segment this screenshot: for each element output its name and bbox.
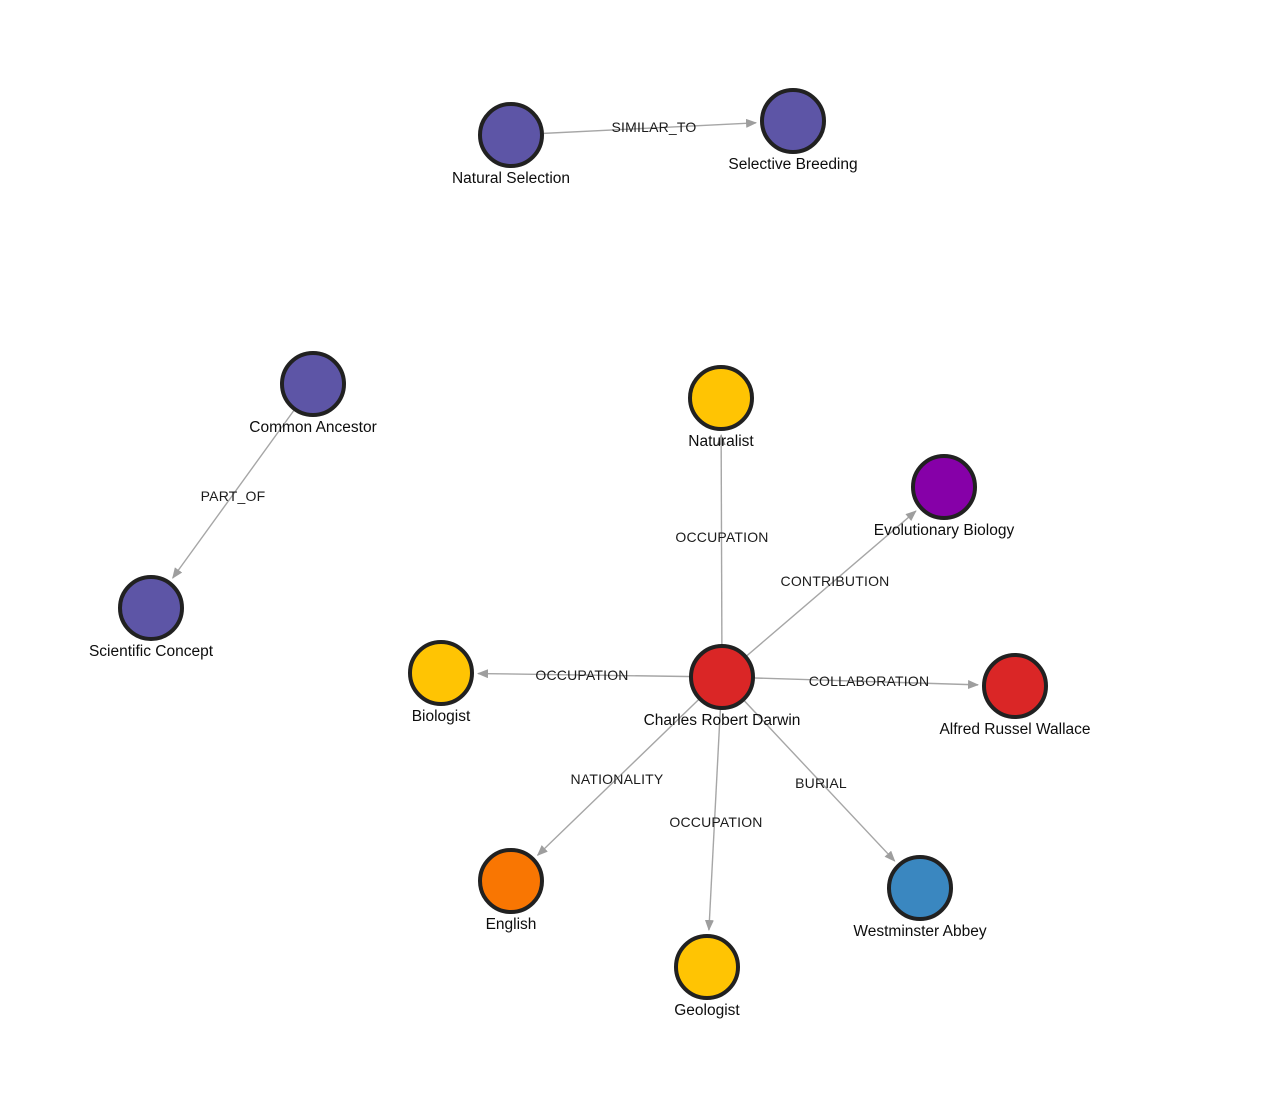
node-label-naturalist: Naturalist [688,433,754,450]
node-biologist[interactable] [408,640,474,706]
node-label-layer: Natural Selection Selective Breeding Commo… [89,156,1091,1019]
node-label-westminster-abbey: Westminster Abbey [853,923,986,940]
node-selective-breeding[interactable] [760,88,826,154]
edge-label-occupation: OCCUPATION [535,667,628,683]
edge-charles-robert-darwin-biologist[interactable] [476,669,723,679]
edge-layer [172,118,980,932]
node-alfred-russel-wallace[interactable] [982,653,1048,719]
edge-label-layer: SIMILAR_TO PART_OF OCCUPATION CONTRIBUTION O… [201,119,930,830]
node-label-scientific-concept: Scientific Concept [89,643,214,660]
edge-label-collaboration: COLLABORATION [809,673,930,689]
node-label-alfred-russel-wallace: Alfred Russel Wallace [939,721,1090,738]
node-layer [118,88,1048,1000]
edge-label-occupation: OCCUPATION [669,814,762,830]
node-evolutionary-biology[interactable] [911,454,977,520]
node-westminster-abbey[interactable] [887,855,953,921]
node-naturalist[interactable] [688,365,754,431]
node-english[interactable] [478,848,544,914]
node-label-english: English [486,916,537,933]
edge-label-nationality: NATIONALITY [571,771,664,787]
edge-label-contribution: CONTRIBUTION [781,573,890,589]
edge-common-ancestor-scientific-concept[interactable] [172,383,314,579]
edge-charles-robert-darwin-english[interactable] [536,676,723,856]
edge-label-part_of: PART_OF [201,488,266,504]
node-geologist[interactable] [674,934,740,1000]
node-label-charles-robert-darwin: Charles Robert Darwin [644,712,801,729]
node-label-evolutionary-biology: Evolutionary Biology [874,522,1015,539]
edge-label-burial: BURIAL [795,775,847,791]
node-label-common-ancestor: Common Ancestor [249,419,377,436]
node-scientific-concept[interactable] [118,575,184,641]
edge-charles-robert-darwin-alfred-russel-wallace[interactable] [721,676,980,690]
edge-natural-selection-selective-breeding[interactable] [510,118,758,136]
edge-charles-robert-darwin-westminster-abbey[interactable] [721,676,896,862]
node-charles-robert-darwin[interactable] [689,644,755,710]
node-label-geologist: Geologist [674,1002,740,1019]
node-common-ancestor[interactable] [280,351,346,417]
node-natural-selection[interactable] [478,102,544,168]
edge-charles-robert-darwin-geologist[interactable] [704,676,723,932]
node-label-natural-selection: Natural Selection [452,170,570,187]
edge-charles-robert-darwin-naturalist[interactable] [716,433,726,678]
node-label-biologist: Biologist [412,708,471,725]
node-label-selective-breeding: Selective Breeding [728,156,857,173]
edge-label-similar_to: SIMILAR_TO [612,119,697,135]
edge-charles-robert-darwin-evolutionary-biology[interactable] [721,510,917,678]
edge-label-occupation: OCCUPATION [675,529,768,545]
